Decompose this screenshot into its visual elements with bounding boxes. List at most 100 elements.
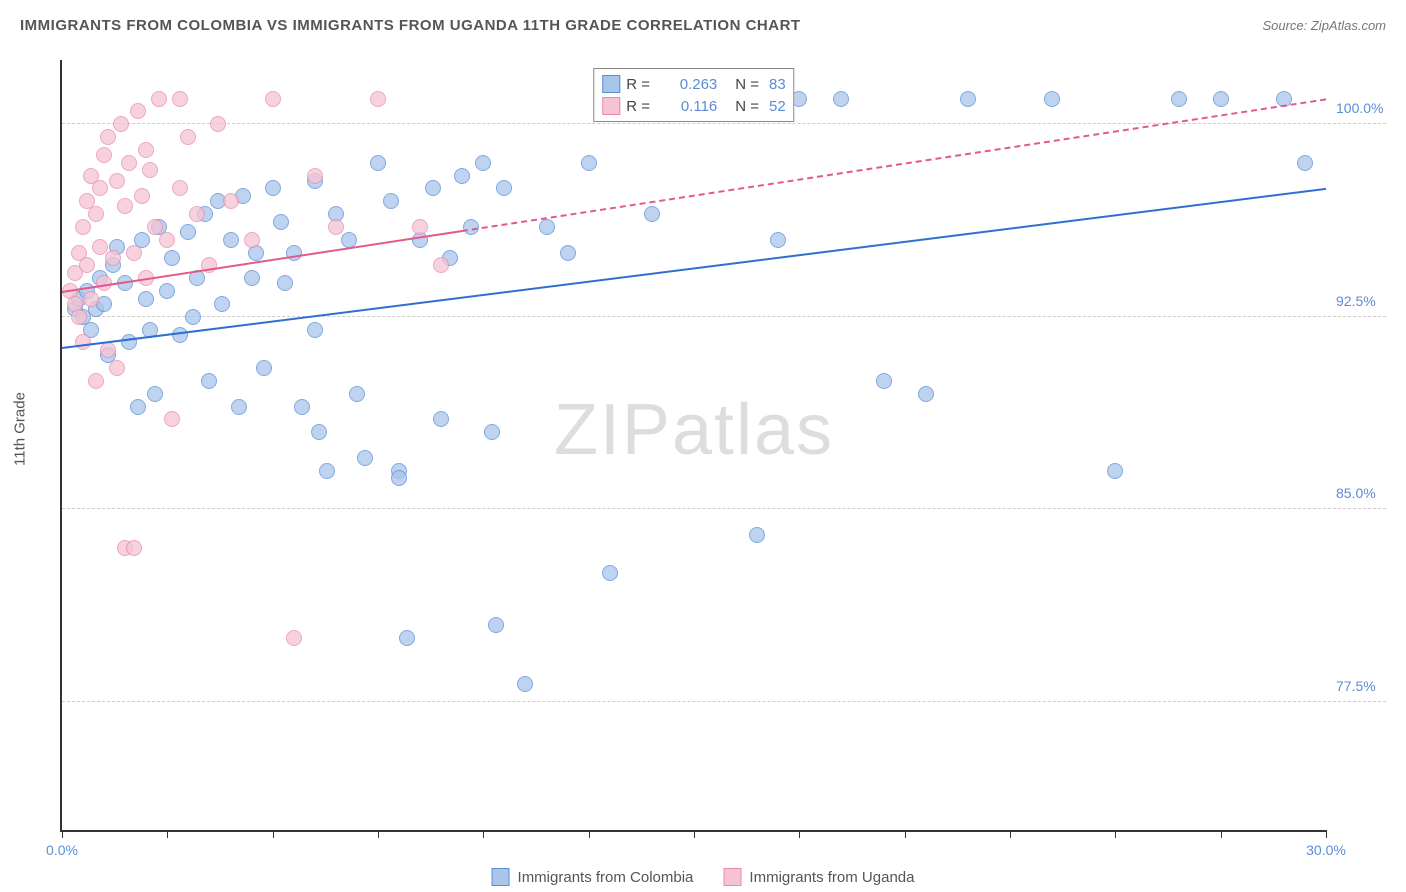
data-point xyxy=(105,250,121,266)
data-point xyxy=(223,193,239,209)
data-point xyxy=(833,91,849,107)
gridline xyxy=(62,508,1386,509)
data-point xyxy=(581,155,597,171)
x-tick xyxy=(1221,830,1222,838)
x-tick xyxy=(1326,830,1327,838)
data-point xyxy=(96,147,112,163)
data-point xyxy=(1297,155,1313,171)
data-point xyxy=(151,91,167,107)
legend-row: R =0.263N =83 xyxy=(602,73,785,95)
data-point xyxy=(876,373,892,389)
x-tick-label: 30.0% xyxy=(1306,842,1346,858)
data-point xyxy=(159,232,175,248)
n-value: 83 xyxy=(769,76,786,93)
data-point xyxy=(75,334,91,350)
data-point xyxy=(138,142,154,158)
data-point xyxy=(602,565,618,581)
x-tick xyxy=(589,830,590,838)
data-point xyxy=(130,399,146,415)
data-point xyxy=(256,360,272,376)
data-point xyxy=(328,219,344,235)
data-point xyxy=(88,373,104,389)
legend-swatch xyxy=(602,97,620,115)
data-point xyxy=(223,232,239,248)
data-point xyxy=(100,129,116,145)
x-tick xyxy=(694,830,695,838)
r-label: R = xyxy=(626,76,656,93)
trend-line xyxy=(62,188,1326,349)
data-point xyxy=(277,275,293,291)
data-point xyxy=(383,193,399,209)
data-point xyxy=(164,411,180,427)
x-tick xyxy=(167,830,168,838)
data-point xyxy=(231,399,247,415)
data-point xyxy=(147,219,163,235)
data-point xyxy=(180,224,196,240)
data-point xyxy=(433,411,449,427)
x-tick-label: 0.0% xyxy=(46,842,78,858)
data-point xyxy=(294,399,310,415)
data-point xyxy=(319,463,335,479)
data-point xyxy=(92,180,108,196)
x-tick xyxy=(62,830,63,838)
x-tick xyxy=(1010,830,1011,838)
legend-item: Immigrants from Colombia xyxy=(492,868,694,886)
data-point xyxy=(172,180,188,196)
data-point xyxy=(142,162,158,178)
legend-swatch xyxy=(602,75,620,93)
data-point xyxy=(244,270,260,286)
series-legend: Immigrants from Colombia Immigrants from … xyxy=(492,868,915,886)
chart-area: 11th Grade ZIPatlas R =0.263N =83R =0.11… xyxy=(0,40,1406,892)
data-point xyxy=(159,283,175,299)
data-point xyxy=(1213,91,1229,107)
data-point xyxy=(311,424,327,440)
data-point xyxy=(189,206,205,222)
data-point xyxy=(370,155,386,171)
data-point xyxy=(109,173,125,189)
legend-item: Immigrants from Uganda xyxy=(723,868,914,886)
data-point xyxy=(117,198,133,214)
x-tick xyxy=(799,830,800,838)
data-point xyxy=(126,245,142,261)
legend-row: R =0.116N =52 xyxy=(602,95,785,117)
data-point xyxy=(172,91,188,107)
data-point xyxy=(134,188,150,204)
data-point xyxy=(286,630,302,646)
source-attribution: Source: ZipAtlas.com xyxy=(1262,18,1386,33)
data-point xyxy=(75,219,91,235)
data-point xyxy=(109,360,125,376)
legend-swatch xyxy=(492,868,510,886)
y-tick-label: 77.5% xyxy=(1336,678,1396,694)
data-point xyxy=(341,232,357,248)
legend-swatch xyxy=(723,868,741,886)
data-point xyxy=(412,219,428,235)
data-point xyxy=(265,91,281,107)
data-point xyxy=(121,155,137,171)
data-point xyxy=(399,630,415,646)
gridline xyxy=(62,123,1386,124)
data-point xyxy=(517,676,533,692)
data-point xyxy=(126,540,142,556)
data-point xyxy=(185,309,201,325)
y-axis-title: 11th Grade xyxy=(12,392,29,466)
x-tick xyxy=(905,830,906,838)
data-point xyxy=(214,296,230,312)
data-point xyxy=(100,342,116,358)
n-label: N = xyxy=(735,98,759,115)
correlation-legend: R =0.263N =83R =0.116N =52 xyxy=(593,68,794,122)
data-point xyxy=(770,232,786,248)
gridline xyxy=(62,316,1386,317)
data-point xyxy=(454,168,470,184)
x-tick xyxy=(483,830,484,838)
data-point xyxy=(475,155,491,171)
data-point xyxy=(244,232,260,248)
data-point xyxy=(307,168,323,184)
trend-line xyxy=(62,230,463,293)
data-point xyxy=(918,386,934,402)
data-point xyxy=(130,103,146,119)
data-point xyxy=(113,116,129,132)
data-point xyxy=(749,527,765,543)
data-point xyxy=(273,214,289,230)
data-point xyxy=(644,206,660,222)
data-point xyxy=(88,206,104,222)
